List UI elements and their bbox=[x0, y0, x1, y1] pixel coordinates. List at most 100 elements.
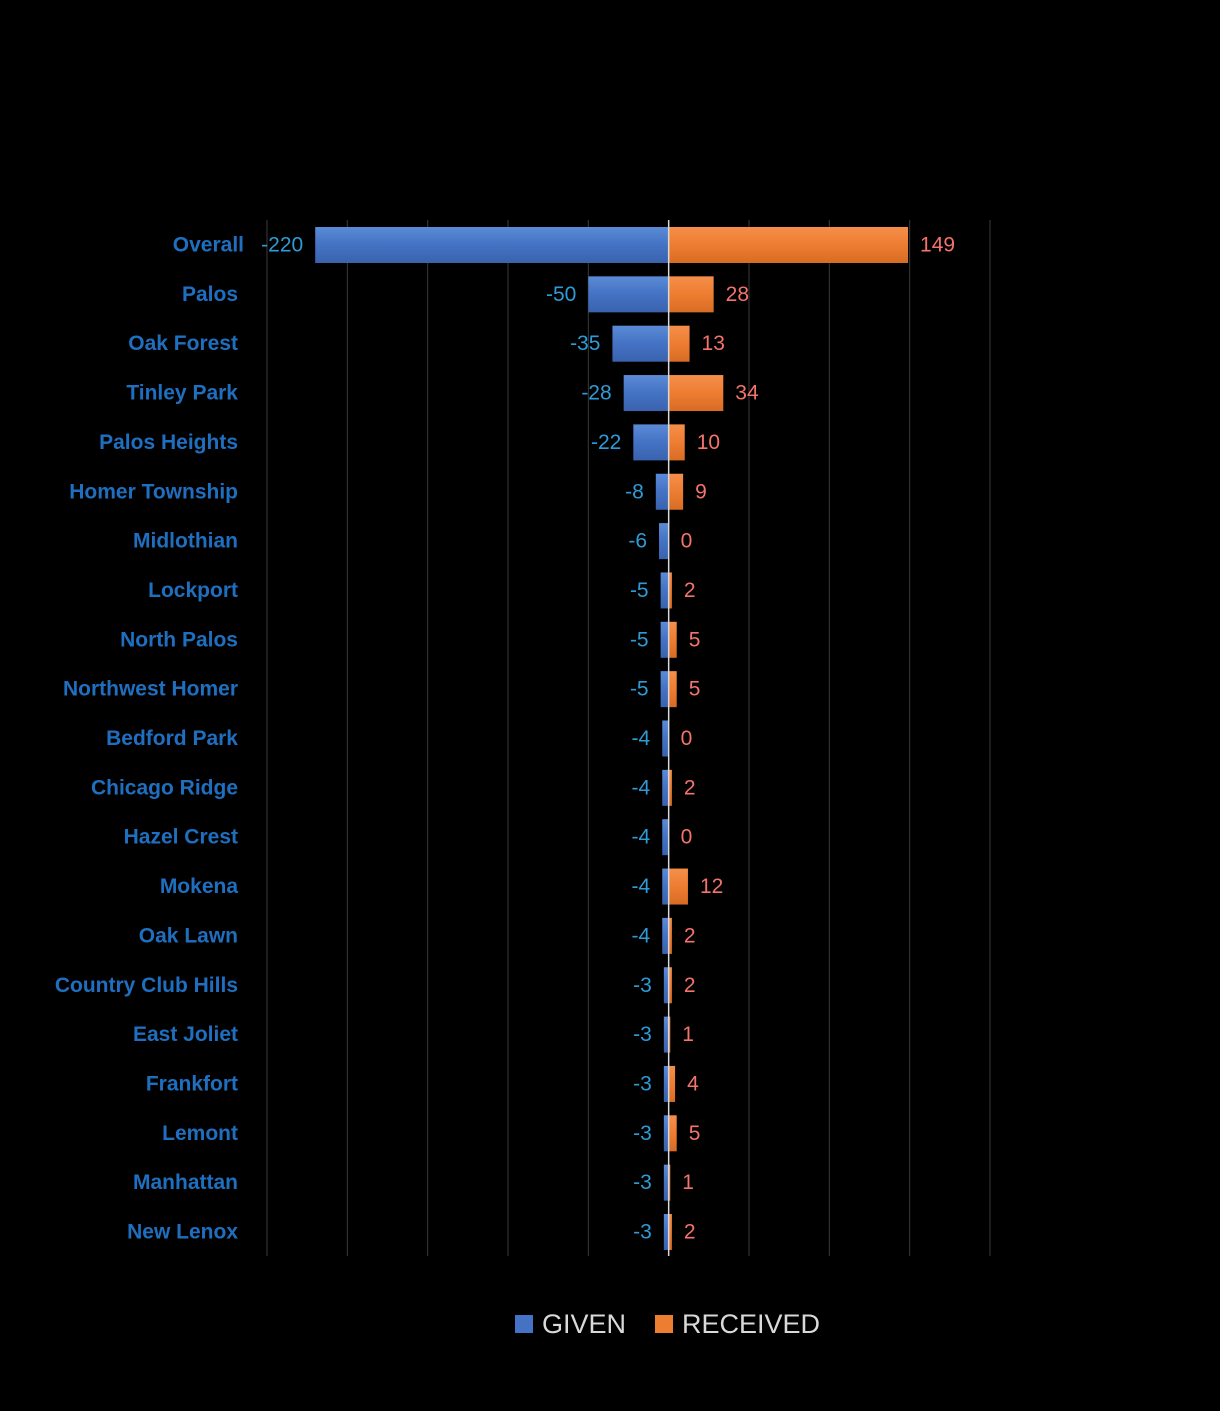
category-label-frankfort: Frankfort bbox=[146, 1072, 238, 1095]
legend-swatch-given bbox=[515, 1315, 533, 1333]
bar-given-new-lenox bbox=[663, 1214, 669, 1250]
category-label-lockport: Lockport bbox=[148, 579, 238, 602]
category-label-overall: Overall bbox=[173, 234, 244, 257]
legend-label-given: GIVEN bbox=[542, 1309, 626, 1339]
label-received-midlothian: 0 bbox=[681, 530, 693, 553]
label-received-hazel-crest: 0 bbox=[681, 826, 693, 849]
bar-given-manhattan bbox=[663, 1164, 669, 1201]
label-given-bedford-park: -4 bbox=[632, 727, 651, 750]
bar-received-new-lenox bbox=[668, 1214, 672, 1250]
category-label-new-lenox: New Lenox bbox=[127, 1221, 238, 1244]
bar-given-chicago-ridge bbox=[662, 769, 669, 806]
bar-received-northwest-homer bbox=[668, 671, 677, 708]
bar-received-east-joliet bbox=[668, 1016, 671, 1053]
legend: GIVEN RECEIVED bbox=[515, 1309, 820, 1339]
bar-received-north-palos bbox=[668, 621, 677, 658]
bar-received-oak-forest bbox=[668, 325, 690, 362]
label-received-oak-lawn: 2 bbox=[684, 924, 696, 947]
label-received-palos-heights: 10 bbox=[697, 431, 720, 454]
bar-given-oak-lawn bbox=[662, 917, 669, 954]
bar-received-tinley-park bbox=[668, 375, 724, 412]
category-label-palos: Palos bbox=[182, 283, 238, 306]
bar-given-country-club-hills bbox=[663, 967, 669, 1004]
bar-given-oak-forest bbox=[612, 325, 669, 362]
label-received-frankfort: 4 bbox=[687, 1072, 699, 1095]
bar-given-hazel-crest bbox=[662, 819, 669, 856]
bar-received-palos-heights bbox=[668, 424, 685, 461]
label-given-chicago-ridge: -4 bbox=[632, 776, 651, 799]
bar-given-bedford-park bbox=[662, 720, 669, 757]
data-labels: -220 149-50 28-35 13-28 34-22 10-8 9-6 0-5 2-5 5-… bbox=[261, 234, 955, 1244]
bar-received-palos bbox=[668, 276, 714, 313]
label-given-homer-township: -8 bbox=[625, 480, 644, 503]
bar-given-east-joliet bbox=[663, 1016, 669, 1053]
label-given-new-lenox: -3 bbox=[633, 1221, 652, 1244]
label-received-palos: 28 bbox=[726, 283, 749, 306]
label-received-homer-township: 9 bbox=[695, 480, 707, 503]
label-given-oak-lawn: -4 bbox=[632, 924, 651, 947]
label-given-frankfort: -3 bbox=[633, 1072, 652, 1095]
label-given-east-joliet: -3 bbox=[633, 1023, 652, 1046]
label-given-lockport: -5 bbox=[630, 579, 649, 602]
bar-received-manhattan bbox=[668, 1164, 671, 1201]
label-given-manhattan: -3 bbox=[633, 1171, 652, 1194]
bar-received-chicago-ridge bbox=[668, 769, 672, 806]
label-received-bedford-park: 0 bbox=[681, 727, 693, 750]
bar-given-lockport bbox=[660, 572, 669, 609]
label-received-country-club-hills: 2 bbox=[684, 974, 696, 997]
label-given-palos: -50 bbox=[546, 283, 576, 306]
category-label-midlothian: Midlothian bbox=[133, 530, 238, 553]
label-given-oak-forest: -35 bbox=[570, 332, 600, 355]
label-received-oak-forest: 13 bbox=[702, 332, 725, 355]
bar-received-oak-lawn bbox=[668, 917, 672, 954]
label-given-midlothian: -6 bbox=[628, 530, 647, 553]
bar-given-frankfort bbox=[663, 1065, 669, 1102]
label-received-lockport: 2 bbox=[684, 579, 696, 602]
category-label-east-joliet: East Joliet bbox=[133, 1023, 238, 1046]
label-received-lemont: 5 bbox=[689, 1122, 701, 1145]
label-received-tinley-park: 34 bbox=[735, 382, 759, 405]
label-given-mokena: -4 bbox=[632, 875, 651, 898]
bar-received-lockport bbox=[668, 572, 672, 609]
category-label-country-club-hills: Country Club Hills bbox=[55, 974, 238, 997]
label-given-overall: -220 bbox=[261, 234, 303, 257]
category-label-bedford-park: Bedford Park bbox=[106, 727, 238, 750]
bar-given-overall bbox=[315, 227, 669, 263]
bar-received-mokena bbox=[668, 868, 688, 905]
category-label-hazel-crest: Hazel Crest bbox=[124, 826, 238, 849]
label-received-east-joliet: 1 bbox=[682, 1023, 694, 1046]
bar-received-homer-township bbox=[668, 473, 684, 510]
label-given-country-club-hills: -3 bbox=[633, 974, 652, 997]
bar-received-overall bbox=[668, 227, 909, 263]
gridlines bbox=[266, 220, 991, 1256]
bar-received-country-club-hills bbox=[668, 967, 672, 1004]
bar-given-palos bbox=[588, 276, 669, 313]
category-label-oak-forest: Oak Forest bbox=[128, 332, 238, 355]
label-given-north-palos: -5 bbox=[630, 628, 649, 651]
label-received-northwest-homer: 5 bbox=[689, 678, 701, 701]
bar-given-homer-township bbox=[655, 473, 669, 510]
bar-given-north-palos bbox=[660, 621, 669, 658]
bar-given-northwest-homer bbox=[660, 671, 669, 708]
bar-given-midlothian bbox=[659, 523, 669, 560]
category-label-manhattan: Manhattan bbox=[133, 1171, 238, 1194]
label-received-mokena: 12 bbox=[700, 875, 723, 898]
label-received-chicago-ridge: 2 bbox=[684, 776, 696, 799]
category-label-northwest-homer: Northwest Homer bbox=[63, 678, 238, 701]
bar-received-frankfort bbox=[668, 1065, 676, 1102]
category-label-palos-heights: Palos Heights bbox=[99, 431, 238, 454]
category-label-oak-lawn: Oak Lawn bbox=[139, 924, 238, 947]
label-received-manhattan: 1 bbox=[682, 1171, 694, 1194]
label-given-hazel-crest: -4 bbox=[632, 826, 651, 849]
bar-given-mokena bbox=[662, 868, 669, 905]
legend-label-received: RECEIVED bbox=[682, 1309, 820, 1339]
label-received-overall: 149 bbox=[920, 234, 955, 257]
bar-received-lemont bbox=[668, 1115, 677, 1152]
label-given-lemont: -3 bbox=[633, 1122, 652, 1145]
label-given-tinley-park: -28 bbox=[581, 382, 611, 405]
bar-given-tinley-park bbox=[623, 375, 669, 412]
category-label-mokena: Mokena bbox=[160, 875, 239, 898]
bar-given-palos-heights bbox=[633, 424, 669, 461]
